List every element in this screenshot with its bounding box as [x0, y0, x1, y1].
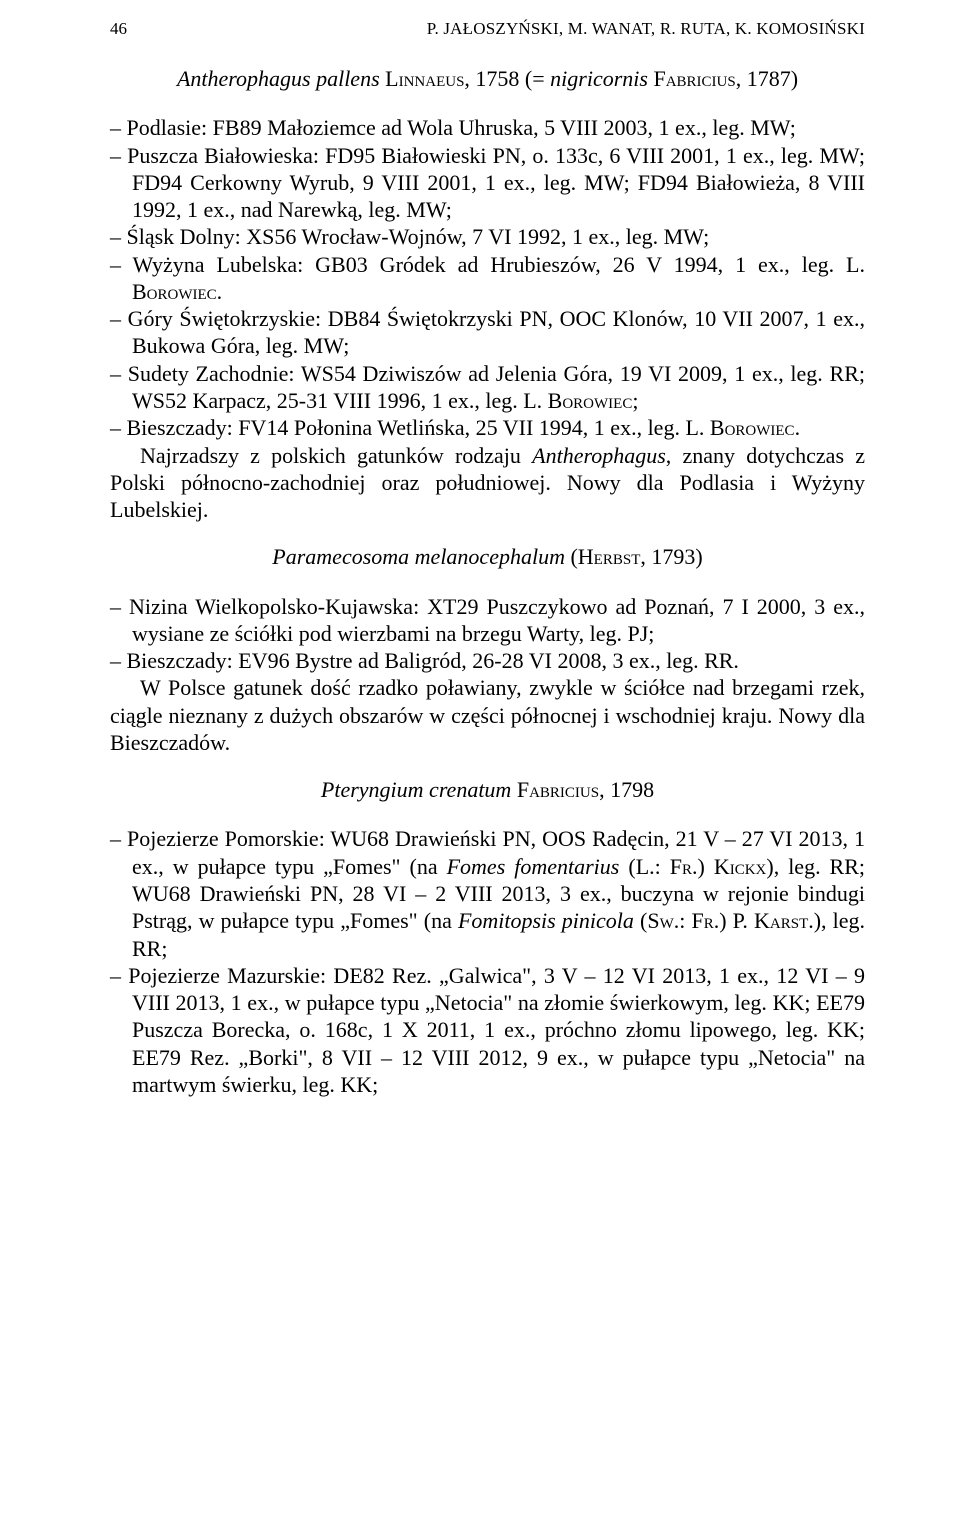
record-entry: – Bieszczady: FV14 Połonina Wetlińska, 2…	[110, 414, 865, 441]
synonym: nigricornis	[550, 66, 648, 91]
taxon: Fomitopsis pinicola	[458, 908, 634, 933]
text: )	[697, 854, 713, 879]
abbrev: Fr.	[670, 854, 698, 879]
record-entry: – Pojezierze Pomorskie: WU68 Drawieński …	[110, 825, 865, 961]
authority: Linnaeus	[385, 66, 464, 91]
species-title-2: Paramecosoma melanocephalum (Herbst, 179…	[110, 543, 865, 570]
header-authors: P. JAŁOSZYŃSKI, M. WANAT, R. RUTA, K. KO…	[427, 18, 865, 39]
text: , 1758 (=	[464, 66, 550, 91]
species-name: Antherophagus pallens	[177, 66, 380, 91]
record-entry: – Pojezierze Mazurskie: DE82 Rez. „Galwi…	[110, 962, 865, 1098]
page-header: 46 P. JAŁOSZYŃSKI, M. WANAT, R. RUTA, K.…	[110, 18, 865, 39]
record-entry: – Podlasie: FB89 Małoziemce ad Wola Uhru…	[110, 114, 865, 141]
text: :	[679, 908, 691, 933]
genus-name: Antherophagus	[532, 443, 666, 468]
text: , 1793)	[640, 544, 702, 569]
abbrev: Karst.	[754, 908, 814, 933]
record-entry: – Bieszczady: EV96 Bystre ad Baligród, 2…	[110, 647, 865, 674]
person-name: Borowiec	[710, 415, 795, 440]
text: ) P.	[719, 908, 754, 933]
species-title-1: Antherophagus pallens Linnaeus, 1758 (= …	[110, 65, 865, 92]
abbrev: Kickx	[714, 854, 767, 879]
note-paragraph: W Polsce gatunek dość rzadko poławiany, …	[110, 674, 865, 756]
authority: Herbst	[578, 544, 641, 569]
page: 46 P. JAŁOSZYŃSKI, M. WANAT, R. RUTA, K.…	[0, 0, 960, 1128]
record-entry: – Wyżyna Lubelska: GB03 Gródek ad Hrubie…	[110, 251, 865, 306]
authority: Fabricius	[517, 777, 599, 802]
note-paragraph: Najrzadszy z polskich gatunków rodzaju A…	[110, 442, 865, 524]
authority: Fabricius	[653, 66, 735, 91]
text: , 1787)	[736, 66, 798, 91]
abbrev: Fr.	[691, 908, 719, 933]
species-title-3: Pteryngium crenatum Fabricius, 1798	[110, 776, 865, 803]
text: Najrzadszy z polskich gatunków rodzaju	[140, 443, 532, 468]
taxon: Fomes fomentarius	[447, 854, 620, 879]
page-number: 46	[110, 18, 127, 39]
record-entry: – Śląsk Dolny: XS56 Wrocław-Wojnów, 7 VI…	[110, 223, 865, 250]
record-entry: – Nizina Wielkopolsko-Kujawska: XT29 Pus…	[110, 593, 865, 648]
text: (L.:	[619, 854, 669, 879]
text: (	[565, 544, 578, 569]
person-name: Borowiec	[548, 388, 633, 413]
species-name: Paramecosoma melanocephalum	[272, 544, 565, 569]
record-entry: – Góry Świętokrzyskie: DB84 Świętokrzysk…	[110, 305, 865, 360]
text: (	[634, 908, 647, 933]
text: , 1798	[599, 777, 654, 802]
abbrev: Sw.	[647, 908, 679, 933]
record-entry: – Puszcza Białowieska: FD95 Białowieski …	[110, 142, 865, 224]
species-name: Pteryngium crenatum	[321, 777, 511, 802]
person-name: Borowiec	[132, 279, 217, 304]
record-entry: – Sudety Zachodnie: WS54 Dziwiszów ad Je…	[110, 360, 865, 415]
